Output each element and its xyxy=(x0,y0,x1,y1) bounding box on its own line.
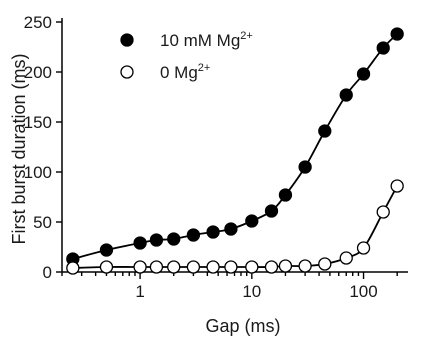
y-tick-label: 250 xyxy=(24,13,52,32)
data-point-filled xyxy=(318,124,332,138)
y-tick-label: 200 xyxy=(24,63,52,82)
data-point-filled xyxy=(99,243,114,257)
data-point-open xyxy=(224,260,238,274)
data-point-open xyxy=(99,260,114,274)
data-point-filled xyxy=(245,214,259,228)
data-point-open xyxy=(264,260,279,274)
data-point-filled xyxy=(356,67,371,81)
x-tick-label: 1 xyxy=(135,282,144,301)
axes: 0 50 100 150 200 250 1 10 100 xyxy=(24,13,408,301)
data-point-filled xyxy=(186,228,201,242)
x-tick-label: 100 xyxy=(349,282,377,301)
legend-label-2: 0 Mg2+ xyxy=(160,62,210,82)
series-layer xyxy=(66,27,404,275)
y-tick-label: 0 xyxy=(43,263,52,282)
legend-marker-2 xyxy=(120,65,134,79)
data-point-filled xyxy=(224,222,238,236)
x-axis-label: Gap (ms) xyxy=(205,316,280,336)
data-point-open xyxy=(278,259,293,273)
data-point-open xyxy=(390,179,404,193)
legend-label-1: 10 mM Mg2+ xyxy=(160,30,253,50)
data-point-filled xyxy=(149,233,164,247)
data-point-open xyxy=(149,260,164,274)
data-point-filled xyxy=(339,88,353,102)
data-point-open xyxy=(167,260,181,274)
data-point-open xyxy=(339,251,353,265)
y-tick-label: 100 xyxy=(24,163,52,182)
data-point-filled xyxy=(206,225,220,239)
data-point-open xyxy=(245,260,259,274)
data-point-filled xyxy=(298,160,312,174)
data-point-filled xyxy=(390,27,404,41)
legend: 10 mM Mg2+ 0 Mg2+ xyxy=(120,30,253,82)
y-tick-label: 150 xyxy=(24,113,52,132)
data-point-open xyxy=(318,257,332,271)
data-point-open xyxy=(206,260,220,274)
data-point-filled xyxy=(278,188,293,202)
x-tick-label: 10 xyxy=(242,282,261,301)
data-point-open xyxy=(133,260,147,274)
data-point-open xyxy=(66,261,80,275)
data-point-filled xyxy=(264,204,279,218)
legend-marker-1 xyxy=(120,33,134,47)
data-point-open xyxy=(356,241,371,255)
data-point-open xyxy=(186,260,201,274)
data-point-filled xyxy=(167,232,181,246)
data-point-filled xyxy=(376,41,390,55)
y-tick-label: 50 xyxy=(33,213,52,232)
data-point-open xyxy=(298,259,312,273)
data-point-filled xyxy=(133,236,147,250)
data-point-open xyxy=(376,205,390,219)
y-axis-label: First burst duration (ms) xyxy=(9,53,29,244)
